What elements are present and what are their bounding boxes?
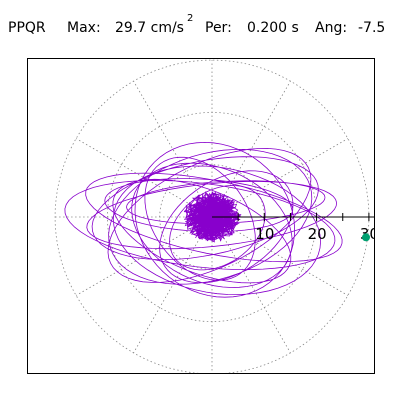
period-value: 0.200 s <box>247 20 299 36</box>
period-label: Per: <box>205 20 232 36</box>
polar-plot: 102030 <box>54 59 374 373</box>
radial-tick-label-20: 20 <box>308 225 327 243</box>
station-name: PPQR <box>8 20 46 36</box>
radial-tick-label-10: 10 <box>255 225 274 243</box>
trace-core <box>183 190 242 243</box>
max-label: Max: <box>67 20 101 36</box>
max-unit-exponent: 2 <box>187 13 194 24</box>
polar-plot-frame: 102030 <box>27 58 375 374</box>
trace-loops <box>64 141 343 298</box>
chart-header: PPQR Max: 29.7 cm/s 2 Per: 0.200 s Ang: … <box>0 0 400 52</box>
max-marker <box>362 233 371 242</box>
angle-label: Ang: <box>315 20 348 36</box>
max-value: 29.7 cm/s <box>115 20 184 36</box>
angle-value: -7.5 <box>358 20 386 36</box>
